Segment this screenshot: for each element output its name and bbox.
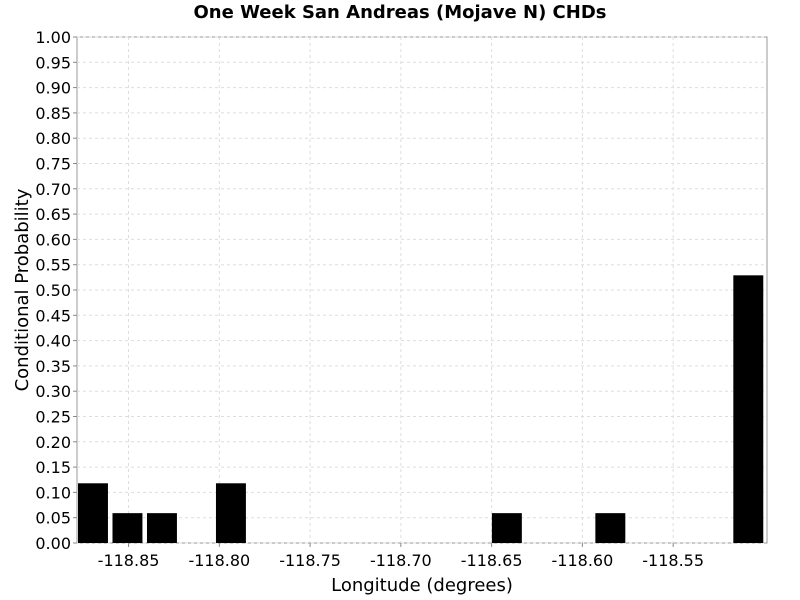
- x-tick-label: -118.60: [552, 551, 614, 570]
- y-tick-label: 0.90: [35, 79, 71, 98]
- y-tick-label: 0.40: [35, 332, 71, 351]
- x-axis-label: Longitude (degrees): [331, 575, 513, 596]
- y-tick-label: 0.55: [35, 256, 71, 275]
- bar: [77, 483, 108, 543]
- y-tick-label: 0.80: [35, 129, 71, 148]
- x-tick-label: -118.70: [370, 551, 432, 570]
- y-tick-label: 0.25: [35, 408, 71, 427]
- y-tick-label: 0.60: [35, 230, 71, 249]
- y-tick-label: 0.50: [35, 281, 71, 300]
- bar: [112, 513, 143, 543]
- x-tick-label: -118.80: [188, 551, 250, 570]
- y-axis-label: Conditional Probability: [12, 188, 33, 391]
- y-tick-label: 0.85: [35, 104, 71, 123]
- x-tick-label: -118.85: [98, 551, 160, 570]
- y-tick-label: 0.65: [35, 205, 71, 224]
- y-tick-label: 0.10: [35, 483, 71, 502]
- y-tick-label: 1.00: [35, 28, 71, 47]
- bar: [491, 513, 522, 543]
- y-tick-label: 0.05: [35, 509, 71, 528]
- y-tick-label: 0.95: [35, 53, 71, 72]
- y-tick-label: 0.70: [35, 180, 71, 199]
- bar: [733, 275, 764, 543]
- x-tick-label: -118.75: [279, 551, 341, 570]
- y-tick-label: 0.35: [35, 357, 71, 376]
- y-tick-label: 0.00: [35, 534, 71, 553]
- x-axis-ticks: -118.85 -118.80 -118.75 -118.70 -118.65 -118.…: [98, 543, 704, 570]
- bar: [146, 513, 177, 543]
- y-tick-label: 0.30: [35, 382, 71, 401]
- chart-title: One Week San Andreas (Mojave N) CHDs: [193, 2, 607, 23]
- y-tick-label: 0.20: [35, 433, 71, 452]
- grid-lines: [77, 36, 767, 544]
- x-tick-label: -118.65: [461, 551, 523, 570]
- bar: [595, 513, 626, 543]
- y-tick-label: 0.15: [35, 458, 71, 477]
- y-axis-ticks: 0.00 0.05 0.10 0.15 0.20 0.25 0.30 0.35 0.40 0.45…: [35, 28, 77, 553]
- y-tick-label: 0.45: [35, 306, 71, 325]
- x-tick-label: -118.55: [642, 551, 704, 570]
- y-tick-label: 0.75: [35, 155, 71, 174]
- bar: [215, 483, 246, 543]
- bars: [77, 275, 764, 543]
